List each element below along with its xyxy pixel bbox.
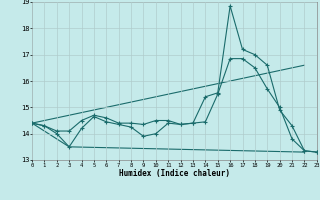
X-axis label: Humidex (Indice chaleur): Humidex (Indice chaleur): [119, 169, 230, 178]
